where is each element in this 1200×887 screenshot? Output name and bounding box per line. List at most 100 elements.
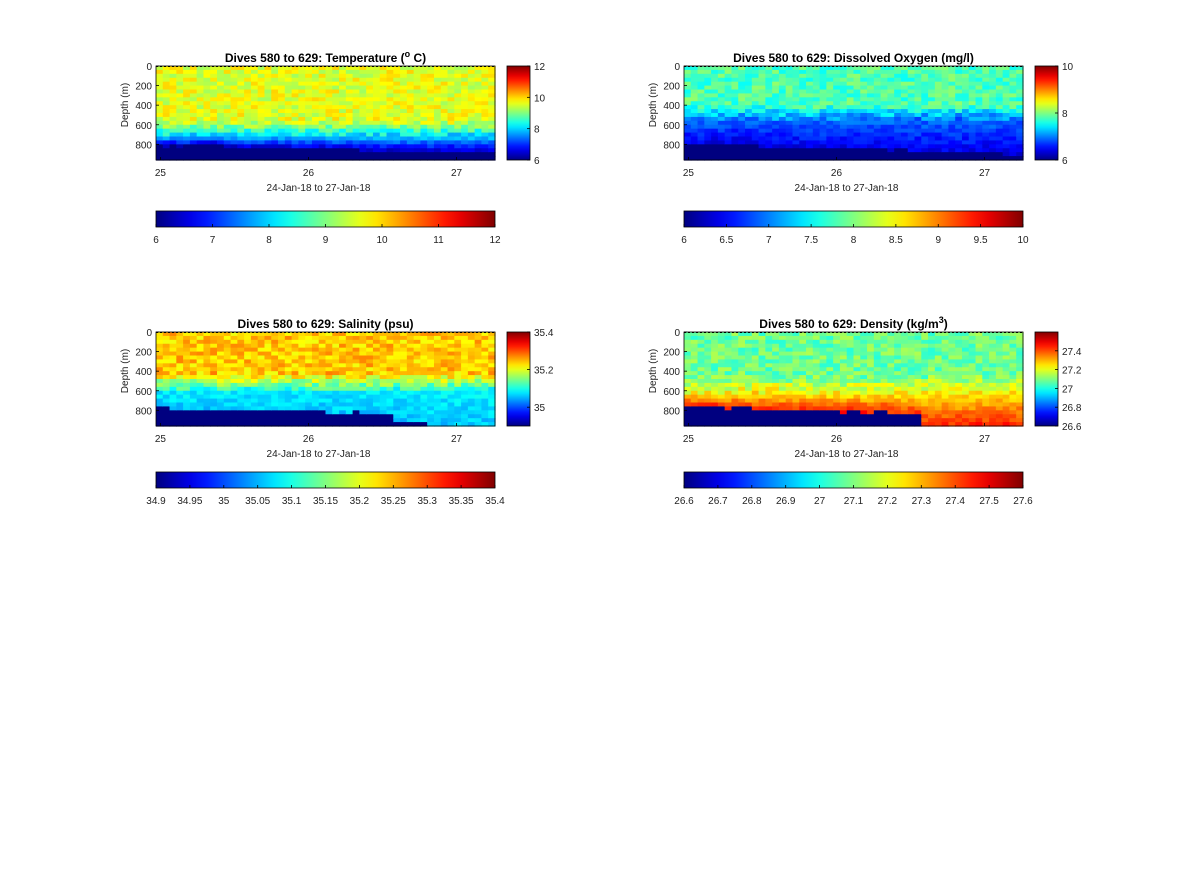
- heatmap-cell: [880, 148, 888, 153]
- heatmap-cell: [393, 105, 401, 110]
- heatmap-cell: [826, 402, 834, 408]
- heatmap-cell: [894, 144, 902, 149]
- heatmap-cell: [934, 101, 943, 106]
- heatmap-cell: [332, 113, 340, 118]
- heatmap-cell: [948, 124, 956, 130]
- heatmap-cell: [461, 73, 469, 79]
- heatmap-cell: [846, 347, 855, 353]
- heatmap-cell: [271, 332, 279, 337]
- heatmap-cell: [846, 156, 855, 161]
- heatmap-cell: [758, 109, 766, 114]
- heatmap-cell: [393, 332, 401, 337]
- heatmap-cell: [1016, 120, 1024, 126]
- heatmap-cell: [941, 332, 950, 337]
- heatmap-cell: [704, 394, 712, 400]
- heatmap-cell: [433, 359, 442, 364]
- heatmap-cell: [948, 351, 956, 357]
- heatmap-cell: [345, 116, 354, 122]
- heatmap-cell: [156, 132, 164, 138]
- heatmap-cell: [339, 343, 347, 349]
- heatmap-cell: [352, 140, 360, 145]
- heatmap-cell: [203, 343, 211, 349]
- heatmap-cell: [1002, 410, 1011, 415]
- heatmap-cell: [812, 347, 821, 353]
- heatmap-cell: [311, 355, 320, 361]
- heatmap-cell: [440, 89, 449, 95]
- heatmap-cell: [806, 97, 814, 102]
- heatmap-cell: [1016, 410, 1024, 415]
- heatmap-cell: [474, 124, 483, 130]
- heatmap-cell: [366, 128, 374, 134]
- x-tick-label: 26: [831, 434, 843, 445]
- heatmap-cell: [948, 144, 956, 149]
- heatmap-cell: [697, 89, 705, 95]
- heatmap-cell: [156, 144, 164, 149]
- chart-title: Dives 580 to 629: Dissolved Oxygen (mg/l…: [733, 51, 974, 65]
- heatmap-cell: [488, 355, 496, 361]
- heatmap-cell: [359, 152, 367, 157]
- heatmap-cell: [298, 355, 306, 361]
- heatmap-cell: [758, 355, 766, 361]
- heatmap-cell: [792, 343, 800, 349]
- heatmap-cell: [853, 394, 861, 400]
- heatmap-cell: [785, 77, 794, 83]
- heatmap-cell: [488, 136, 496, 142]
- heatmap-cell: [264, 402, 272, 408]
- heatmap-cell: [176, 81, 184, 87]
- heatmap-cell: [162, 73, 171, 79]
- heatmap-cell: [325, 402, 333, 408]
- heatmap-cell: [454, 85, 462, 91]
- heatmap-cell: [785, 375, 794, 380]
- heatmap-cell: [758, 116, 766, 122]
- heatmap-cell: [257, 367, 266, 372]
- heatmap-cell: [778, 132, 787, 138]
- heatmap-cell: [162, 402, 171, 408]
- heatmap-cell: [406, 398, 415, 404]
- heatmap-cell: [156, 363, 164, 368]
- heatmap-cell: [900, 156, 909, 161]
- heatmap-cell: [162, 144, 171, 149]
- heatmap-cell: [907, 109, 916, 114]
- heatmap-cell: [955, 351, 963, 357]
- heatmap-cell: [961, 136, 970, 142]
- heatmap-cell: [237, 101, 245, 106]
- heatmap-cell: [684, 422, 692, 427]
- heatmap-cell: [819, 97, 827, 102]
- heatmap-cell: [1016, 375, 1024, 380]
- heatmap-cell: [210, 105, 218, 110]
- heatmap-cell: [684, 371, 692, 376]
- heatmap-cell: [440, 105, 449, 110]
- heatmap-cell: [467, 390, 476, 396]
- heatmap-cell: [413, 101, 422, 106]
- heatmap-cell: [900, 363, 909, 368]
- heatmap-cell: [244, 120, 252, 126]
- heatmap-cell: [887, 359, 895, 364]
- heatmap-cell: [264, 363, 272, 368]
- heatmap-cell: [772, 414, 780, 419]
- colorbar-right-label: 26.6: [1062, 422, 1082, 433]
- heatmap-cell: [968, 402, 977, 408]
- heatmap-cell: [481, 422, 489, 427]
- heatmap-cell: [961, 414, 970, 419]
- heatmap-cell: [345, 97, 354, 102]
- heatmap-cell: [921, 371, 929, 376]
- heatmap-cell: [433, 347, 442, 353]
- heatmap-cell: [393, 390, 401, 396]
- heatmap-cell: [711, 140, 719, 145]
- heatmap-cell: [697, 347, 705, 353]
- heatmap-cell: [819, 410, 827, 415]
- heatmap-cell: [867, 97, 875, 102]
- heatmap-cell: [826, 418, 834, 423]
- heatmap-cell: [237, 359, 245, 364]
- heatmap-cell: [196, 132, 205, 138]
- heatmap-cell: [907, 144, 916, 149]
- heatmap-cell: [257, 355, 266, 361]
- heatmap-cell: [372, 140, 381, 145]
- heatmap-cell: [914, 136, 922, 142]
- heatmap-cell: [210, 97, 218, 102]
- heatmap-cell: [311, 136, 320, 142]
- heatmap-cell: [454, 382, 462, 388]
- heatmap-cell: [230, 394, 238, 400]
- heatmap-cell: [332, 89, 340, 95]
- heatmap-cell: [785, 120, 794, 126]
